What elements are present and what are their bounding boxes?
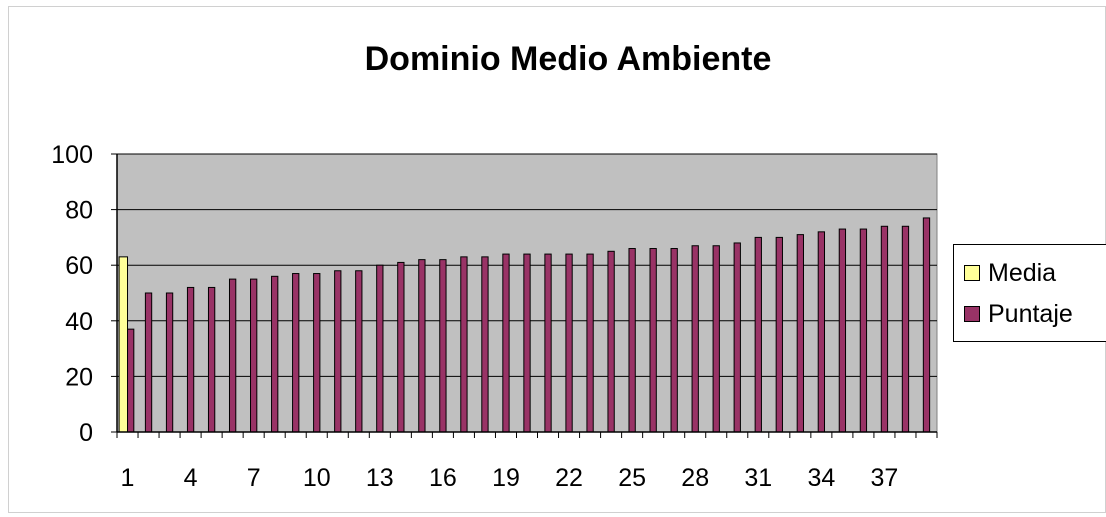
legend: Media Puntaje [953,244,1106,342]
bar-puntaje [901,225,910,433]
bar-puntaje [775,236,783,433]
x-tick-label: 37 [871,464,899,492]
bar-puntaje [418,259,426,433]
bar-puntaje [691,245,699,433]
bar-media [118,256,129,433]
bar-puntaje [733,242,741,433]
y-tick-label: 80 [65,197,93,225]
bar-puntaje [607,250,615,433]
legend-label-puntaje: Puntaje [988,299,1073,328]
bar-puntaje [880,225,889,433]
x-tick-label: 34 [807,464,835,492]
y-tick-label: 40 [65,308,93,336]
bar-puntaje [271,275,279,433]
bar-puntaje [523,253,531,433]
bar-puntaje [376,264,384,433]
x-tick-label: 28 [681,464,709,492]
legend-item-puntaje: Puntaje [964,299,1073,329]
bar-puntaje [817,231,826,433]
legend-swatch-puntaje [964,306,980,322]
bar-puntaje [502,253,510,433]
bar-puntaje [796,234,804,433]
bar-puntaje [649,248,657,433]
bar-puntaje [586,253,594,433]
bar-puntaje [712,245,720,433]
legend-swatch-media [964,265,980,281]
bar-puntaje [186,286,195,433]
bar-puntaje [292,273,300,433]
x-tick-label: 7 [247,464,261,492]
bar-puntaje [628,248,636,433]
bar-puntaje [565,253,573,433]
x-tick-label: 4 [184,464,198,492]
x-tick-label: 1 [121,464,135,492]
bar-puntaje [397,261,405,433]
bar-puntaje [754,236,762,433]
x-tick-label: 31 [744,464,772,492]
x-tick-label: 22 [555,464,583,492]
bar-puntaje [228,278,237,433]
y-tick-label: 0 [79,419,93,447]
bar-puntaje [544,253,552,433]
bar-puntaje [670,248,678,433]
axes [116,154,938,438]
bar-puntaje [460,256,468,433]
bar-puntaje [439,259,447,433]
bar-puntaje [859,228,868,433]
bar-puntaje [250,278,258,433]
bar-puntaje [207,286,216,433]
legend-label-media: Media [988,258,1057,287]
x-tick-label: 16 [429,464,457,492]
bar-puntaje [355,270,363,433]
legend-item-media: Media [964,258,1056,288]
y-tick-label: 100 [51,141,93,169]
bar-puntaje [334,270,342,433]
bar-puntaje [144,292,153,433]
y-tick-labels: 0 20 40 60 80 100 [51,141,93,447]
bar-puntaje [165,292,174,433]
bar-puntaje [481,256,489,433]
y-tick-label: 20 [65,363,93,391]
y-tick-label: 60 [65,252,93,280]
x-tick-label: 13 [366,464,394,492]
bar-puntaje [127,328,135,433]
x-tick-label: 19 [492,464,520,492]
x-tick-labels: 1 4 7 10 13 16 19 22 25 28 31 34 37 [121,464,899,492]
x-tick-label: 25 [618,464,646,492]
x-tick-label: 10 [303,464,331,492]
bar-puntaje [838,228,847,433]
chart-title: Dominio Medio Ambiente [364,40,772,78]
bars [118,217,931,433]
bar-puntaje [313,273,321,433]
bar-puntaje [922,217,931,433]
